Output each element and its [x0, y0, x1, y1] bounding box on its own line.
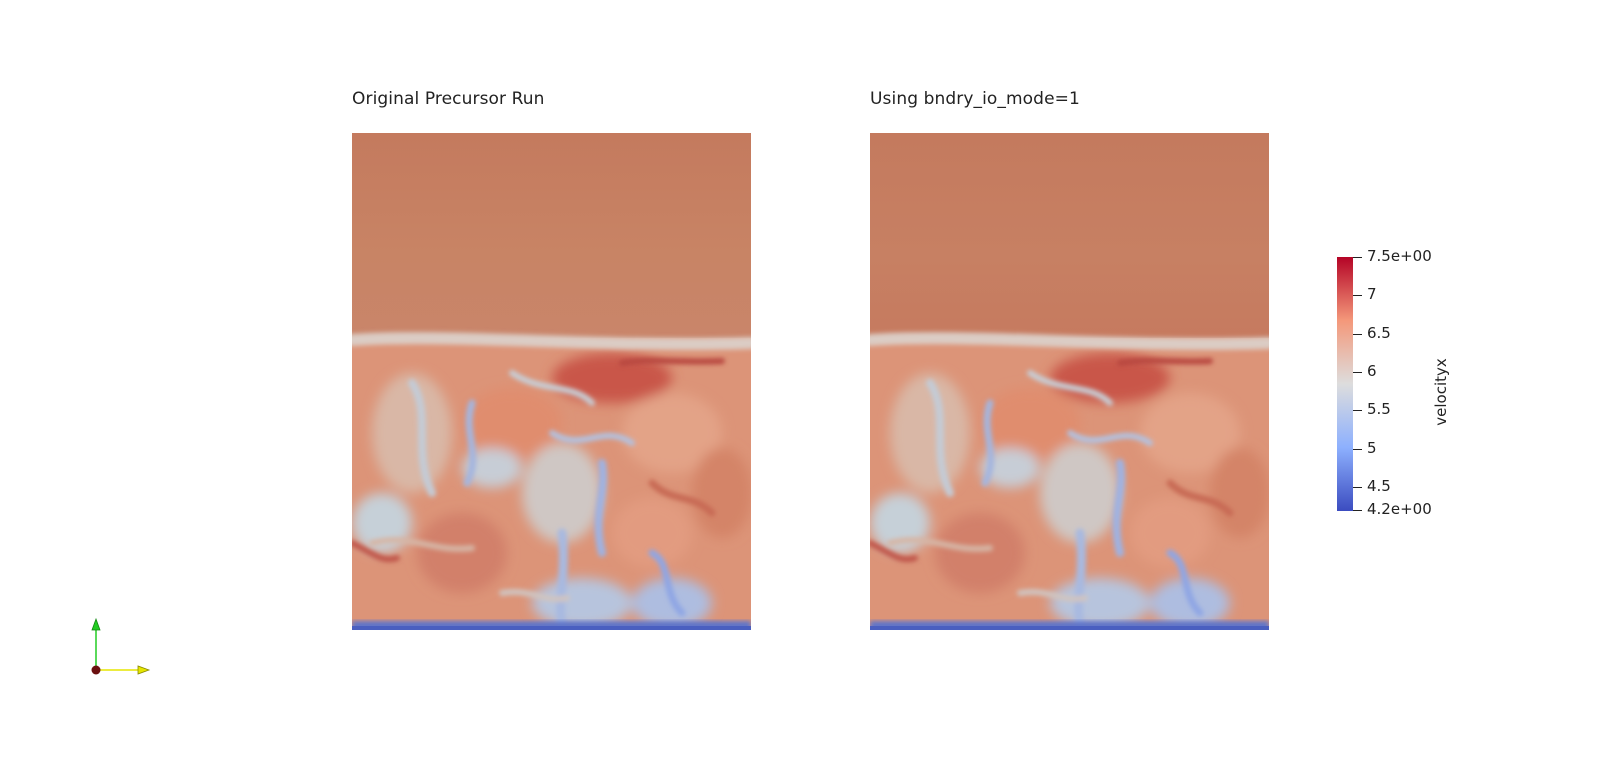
colorbar-tick-label: 4.2e+00: [1367, 500, 1432, 518]
colorbar-tick: [1353, 257, 1362, 258]
x-axis-arrow-icon: [137, 665, 151, 675]
origin-dot-icon: [91, 665, 101, 675]
colorbar-tick: [1353, 295, 1362, 296]
colorbar-tick-label: 7: [1367, 285, 1377, 303]
colorbar-title: velocityx: [1432, 358, 1450, 426]
colorbar-tick-label: 6.5: [1367, 324, 1391, 342]
colorbar-tick: [1353, 410, 1362, 411]
colorbar-tick: [1353, 487, 1362, 488]
colorbar-tick-label: 6: [1367, 362, 1377, 380]
panel-title-right: Using bndry_io_mode=1: [870, 89, 1080, 109]
colorbar-tick-label: 7.5e+00: [1367, 247, 1432, 265]
colorbar: 7.5e+00 7 6.5 6 5.5 5 4.5 4.2e+00: [1337, 249, 1477, 517]
axes-orientation-triad: [91, 617, 151, 675]
colorbar-tick: [1353, 334, 1362, 335]
colorbar-gradient: [1337, 257, 1353, 511]
colorbar-tick-label: 5.5: [1367, 400, 1391, 418]
colorbar-tick-label: 5: [1367, 439, 1377, 457]
y-axis-arrow-icon: [91, 617, 101, 631]
velocity-field-left[interactable]: [352, 133, 751, 630]
colorbar-tick: [1353, 449, 1362, 450]
colorbar-tick: [1353, 510, 1362, 511]
panel-title-left: Original Precursor Run: [352, 89, 545, 109]
colorbar-tick: [1353, 372, 1362, 373]
velocity-field-right[interactable]: [870, 133, 1269, 630]
colorbar-tick-label: 4.5: [1367, 477, 1391, 495]
